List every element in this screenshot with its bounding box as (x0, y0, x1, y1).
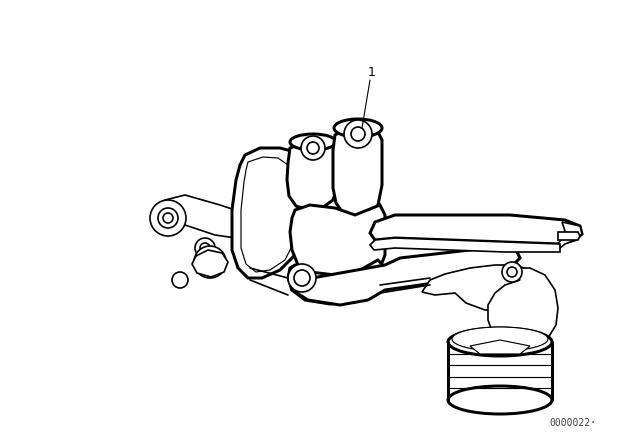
Polygon shape (192, 250, 228, 277)
Polygon shape (232, 190, 295, 222)
Text: 1: 1 (368, 65, 376, 78)
Ellipse shape (334, 119, 382, 137)
Circle shape (307, 142, 319, 154)
Ellipse shape (452, 327, 548, 351)
Circle shape (200, 243, 210, 253)
Polygon shape (488, 268, 558, 347)
Circle shape (150, 200, 186, 236)
Circle shape (201, 253, 219, 271)
Polygon shape (287, 140, 338, 210)
Ellipse shape (448, 386, 552, 414)
Circle shape (172, 272, 188, 288)
Circle shape (158, 208, 178, 228)
Polygon shape (288, 260, 385, 304)
Polygon shape (241, 157, 297, 272)
Polygon shape (370, 238, 560, 252)
Polygon shape (333, 126, 382, 217)
Ellipse shape (290, 134, 336, 150)
Polygon shape (232, 148, 308, 278)
Polygon shape (158, 195, 265, 240)
Circle shape (351, 127, 365, 141)
Text: 0000022·: 0000022· (549, 418, 596, 428)
Polygon shape (290, 246, 520, 305)
Circle shape (195, 238, 215, 258)
Circle shape (301, 136, 325, 160)
Circle shape (194, 246, 226, 278)
Polygon shape (558, 232, 580, 240)
Polygon shape (470, 340, 530, 354)
Circle shape (163, 213, 173, 223)
Circle shape (294, 270, 310, 286)
Circle shape (288, 264, 316, 292)
Polygon shape (290, 205, 385, 282)
Circle shape (344, 120, 372, 148)
Circle shape (507, 267, 517, 277)
Ellipse shape (448, 328, 552, 356)
Circle shape (502, 262, 522, 282)
Polygon shape (558, 222, 582, 248)
Polygon shape (370, 215, 582, 244)
Polygon shape (422, 265, 538, 310)
